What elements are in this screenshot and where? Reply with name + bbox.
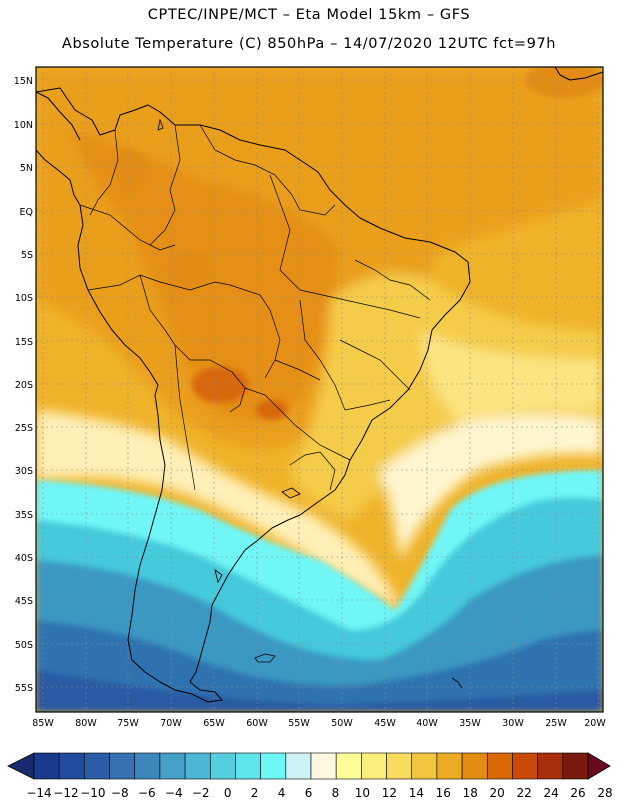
colorbar-label: 14 [409,786,424,800]
longitude-labels: 85W 80W 75W 70W 65W 60W 55W 50W 45W 40W … [32,718,606,729]
colorbar-label: −10 [80,786,105,800]
colorbar: −14 −12 −10 −8 −6 −4 −2 0 2 4 6 8 10 12 14 16 18 20 22 24 26… [7,752,613,800]
lat-label: 30S [15,466,33,477]
lat-label: 15N [14,76,33,87]
lat-label: 35S [15,510,33,521]
lat-label: 20S [15,380,33,391]
colorbar-cell [33,752,60,780]
colorbar-label: −14 [26,786,51,800]
colorbar-label: −2 [192,786,210,800]
colorbar-label: −4 [165,786,183,800]
latitude-labels: 15N 10N 5N EQ 5S 10S 15S 20S 25S 30S 35S… [14,76,33,694]
colorbar-cell [310,752,337,780]
colorbar-cell [486,752,513,780]
colorbar-label: 22 [517,786,532,800]
colorbar-cell [285,752,312,780]
lat-label: 40S [15,553,33,564]
colorbar-cell [109,752,136,780]
colorbar-cell [386,752,413,780]
colorbar-cell [361,752,387,780]
lon-label: 75W [117,718,139,729]
colorbar-cell [335,752,362,780]
colorbar-cell [159,752,186,780]
colorbar-label: 16 [436,786,451,800]
lat-label: 45S [15,596,33,607]
colorbar-cell [537,752,564,780]
colorbar-cell [209,752,236,780]
title-line-1: CPTEC/INPE/MCT – Eta Model 15km – GFS [147,7,471,23]
lat-label: 25S [15,423,33,434]
colorbar-label: 10 [355,786,370,800]
colorbar-right-arrow [587,752,611,780]
colorbar-label: 4 [278,786,286,800]
colorbar-cell [562,752,589,780]
colorbar-label: 0 [224,786,232,800]
colorbar-label: 2 [251,786,259,800]
lat-label: 5N [20,163,33,174]
colorbar-cell [184,752,211,780]
colorbar-cell [461,752,488,780]
colorbar-label: −8 [111,786,129,800]
lat-label: 10N [14,120,33,131]
lon-label: 50W [331,718,353,729]
colorbar-cell [260,752,287,780]
temperature-field [36,67,603,712]
lat-label: EQ [20,207,33,218]
lat-label: 50S [15,640,33,651]
colorbar-cell [512,752,538,780]
colorbar-left-arrow [7,752,35,780]
colorbar-label: −12 [53,786,78,800]
colorbar-label: 26 [570,786,585,800]
lon-label: 55W [288,718,310,729]
colorbar-label: 20 [490,786,505,800]
lat-label: 10S [15,293,33,304]
coastlines [36,67,603,703]
colorbar-label: 18 [463,786,478,800]
colorbar-label: 6 [305,786,313,800]
colorbar-cell [235,752,261,780]
colorbar-cell [134,752,161,780]
lon-label: 40W [416,718,438,729]
lon-label: 20W [584,718,606,729]
lon-label: 35W [459,718,481,729]
colorbar-cell [58,752,85,780]
lon-label: 85W [32,718,54,729]
title-line-2: Absolute Temperature (C) 850hPa – 14/07/… [61,36,557,52]
borders [79,124,431,491]
colorbar-label: 12 [382,786,397,800]
lon-label: 45W [374,718,396,729]
colorbar-label: −6 [138,786,156,800]
lon-label: 80W [75,718,97,729]
colorbar-label: 24 [543,786,558,800]
lon-label: 65W [203,718,225,729]
lon-label: 25W [545,718,567,729]
colorbar-cell [436,752,463,780]
colorbar-cell [411,752,438,780]
lat-label: 55S [15,683,33,694]
lon-label: 30W [502,718,524,729]
colorbar-cell [84,752,110,780]
colorbar-label: 28 [597,786,612,800]
lat-label: 5S [21,250,33,261]
lon-label: 60W [246,718,268,729]
map-frame [35,66,604,713]
lon-label: 70W [160,718,182,729]
islands [157,118,463,689]
colorbar-label: 8 [332,786,340,800]
lat-label: 15S [15,337,33,348]
